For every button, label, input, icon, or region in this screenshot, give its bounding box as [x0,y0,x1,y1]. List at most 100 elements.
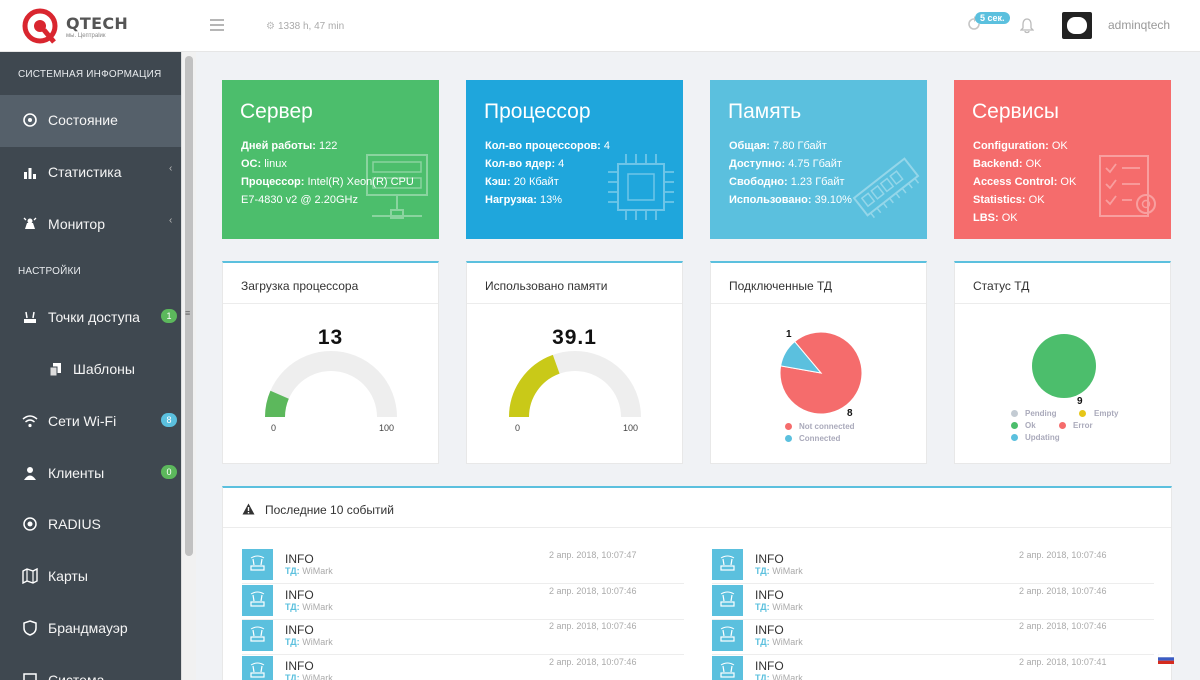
server-details: Дней работы: 122 OC: linux Процессор: In… [241,137,414,209]
widget-title: Подключенные ТД [729,279,833,293]
legend-error: Error [1073,421,1093,430]
events-header: Последние 10 событий [223,488,1171,528]
sidebar-item-maps[interactable]: Карты [0,551,181,603]
legend-dot [1011,434,1018,441]
recent-events-panel: Последние 10 событий INFO ТД: WiMark 2 апр… [222,486,1172,680]
event-ap-name[interactable]: WiMark [302,637,333,647]
service-status: OK [1051,140,1068,152]
bell-icon[interactable] [1020,18,1034,34]
wifi-icon [22,415,38,428]
cpu-gauge-value: 13 [317,326,344,349]
service-status: OK [1028,194,1045,206]
memory-card: Память Общая: 7.80 Гбайт Доступно: 4.75 … [710,80,927,239]
event-row[interactable]: INFO ТД: WiMark 2 апр. 2018, 10:07:46 [242,584,684,620]
event-row[interactable]: INFO ТД: WiMark 2 апр. 2018, 10:07:46 [712,549,1154,584]
pie-label-ok: 9 [1077,396,1083,407]
event-ap-label: ТД: [755,637,770,647]
event-ap-name[interactable]: WiMark [772,601,803,612]
event-ap: ТД: WiMark [755,637,803,647]
event-ap: ТД: WiMark [285,673,333,680]
event-type: INFO [755,623,784,637]
legend-empty: Empty [1094,409,1119,418]
card-title: Процессор [484,100,591,123]
sidebar-item-label: Точки доступа [48,309,140,325]
widget-divider [467,303,682,304]
clients-count-badge: 0 [161,465,177,479]
event-row[interactable]: INFO ТД: WiMark 2 апр. 2018, 10:07:46 [242,620,684,655]
logo-text: QTECH [66,14,129,33]
event-ap-label: ТД: [755,672,770,680]
event-ap-name[interactable]: WiMark [302,566,333,576]
cores-label: Кол-во ядер: [485,158,556,170]
widget-divider [955,303,1170,304]
username[interactable]: adminqtech [1108,18,1171,32]
os-value: linux [264,158,287,170]
menu-toggle-button[interactable] [210,19,224,31]
sidebar-item-status[interactable]: Состояние [0,95,181,147]
service-label: LBS: [973,212,999,224]
memory-free-value: 1.23 Гбайт [790,176,845,188]
event-date: 2 апр. 2018, 10:07:47 [549,550,637,560]
service-label: Access Control: [973,176,1058,188]
sidebar-item-radius[interactable]: RADIUS [0,499,181,551]
event-ap-label: ТД: [285,637,300,647]
event-ap: ТД: WiMark [755,602,803,612]
pie-slice-connected [780,340,823,374]
user-icon [24,467,36,480]
memory-usage-widget: Использовано памяти 39.1 % 0 100 [466,261,683,464]
sidebar-item-access-points[interactable]: Точки доступа 1 [0,292,181,344]
resize-handle-icon[interactable]: ≡ [185,308,191,318]
sidebar-item-label: Брандмауэр [48,620,128,636]
sidebar-item-wifi-networks[interactable]: Сети Wi-Fi 8 [0,396,181,448]
sidebar-item-monitor[interactable]: Монитор ‹ [0,199,181,251]
pie-label-connected: 1 [786,329,792,340]
system-icon [23,673,37,680]
cpu-label: Процессор: [241,176,305,188]
event-type: INFO [285,587,314,602]
gauge-track [265,351,397,418]
access-point-icon [242,584,273,616]
language-flag-icon[interactable] [1158,654,1174,664]
access-point-icon [242,620,273,651]
avatar[interactable] [1062,12,1092,39]
refresh-interval-badge[interactable]: 5 сек. [975,12,1010,24]
event-row[interactable]: INFO ТД: WiMark 2 апр. 2018, 10:07:47 [242,549,684,584]
memory-available-value: 4.75 Гбайт [788,158,842,170]
event-ap: ТД: WiMark [755,566,803,576]
gauge-min-label: 0 [271,423,277,433]
event-row[interactable]: INFO ТД: WiMark 2 апр. 2018, 10:07:46 [242,655,684,680]
legend-not-connected: Not connected [799,422,855,431]
scrollbar-thumb[interactable] [185,56,193,556]
map-icon [22,568,38,584]
sidebar-item-label: Шаблоны [73,361,135,377]
sidebar-item-statistics[interactable]: Статистика ‹ [0,147,181,199]
access-point-icon [712,584,743,616]
sidebar-item-firewall[interactable]: Брандмауэр [0,603,181,655]
event-ap-name[interactable]: WiMark [772,637,803,647]
sidebar-item-clients[interactable]: Клиенты 0 [0,448,181,500]
access-point-icon [24,311,36,323]
widget-title: Статус ТД [973,279,1030,293]
event-row[interactable]: INFO ТД: WiMark 2 апр. 2018, 10:07:46 [712,584,1154,620]
load-value: 13% [540,194,563,206]
service-label: Statistics: [973,194,1026,206]
cpu-chip-icon [608,154,674,220]
legend-updating: Updating [1025,433,1060,442]
event-ap-label: ТД: [285,601,300,612]
event-ap-name[interactable]: WiMark [772,566,803,576]
event-ap-label: ТД: [285,672,300,680]
event-row[interactable]: INFO ТД: WiMark 2 апр. 2018, 10:07:41 [712,655,1154,680]
legend-ok: Ok [1025,421,1036,430]
event-row[interactable]: INFO ТД: WiMark 2 апр. 2018, 10:07:46 [712,620,1154,655]
event-ap-name[interactable]: WiMark [772,672,803,680]
widget-divider [711,303,926,304]
sidebar-item-templates[interactable]: Шаблоны [0,344,181,396]
gear-icon: ⚙ [266,21,275,32]
sidebar-item-system[interactable]: Система [0,655,181,680]
legend-dot [1059,422,1066,429]
monitor-icon [23,217,37,229]
qtech-logo[interactable]: QTECH мы. Цептраlик [22,8,182,46]
event-ap-name[interactable]: WiMark [302,672,333,680]
event-ap-name[interactable]: WiMark [302,601,333,612]
sidebar-scrollbar[interactable] [181,52,196,680]
